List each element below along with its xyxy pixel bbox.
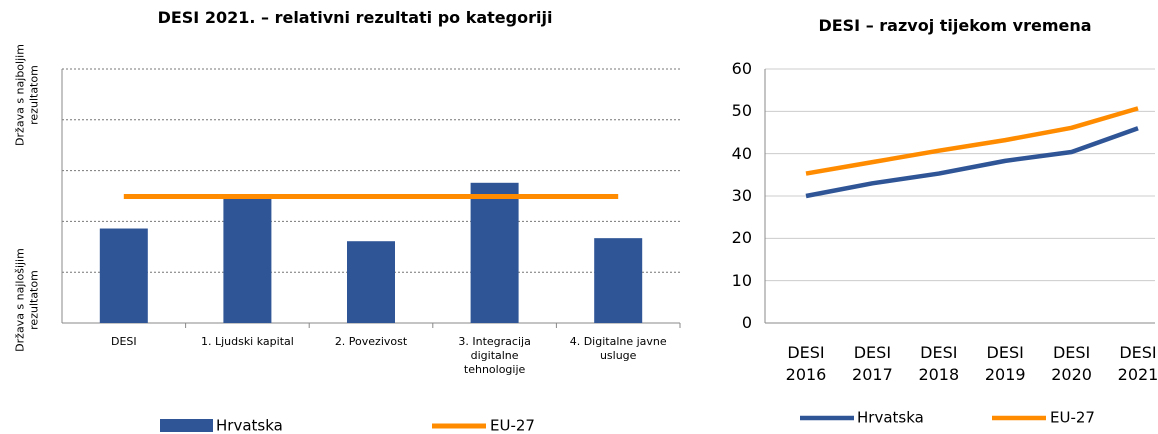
line — [805, 126, 1139, 199]
x-tick-label: DESI — [110, 335, 137, 348]
y-tick-label: 30 — [731, 186, 752, 205]
bar — [594, 238, 643, 323]
line — [805, 106, 1139, 176]
bar — [347, 241, 395, 323]
legend-label: EU-27 — [490, 416, 535, 434]
y-tick-label: 60 — [731, 59, 752, 78]
x-tick-label: DESI 2016 — [785, 343, 827, 384]
x-tick-label: 1. Ljudski kapital — [200, 335, 294, 348]
y-label-top: Država s najboljim rezultatom — [13, 44, 40, 146]
y-tick-label: 0 — [741, 313, 752, 332]
y-tick-label: 50 — [731, 101, 752, 121]
x-tick-label: 4. Digitalne javne usluge — [569, 335, 667, 362]
legend-label: Hrvatska — [216, 416, 283, 434]
legend-swatch — [160, 419, 213, 432]
x-tick-label: DESI 2017 — [852, 343, 893, 384]
chart-title: DESI 2021. – relativni rezultati po kate… — [157, 8, 553, 27]
legend-label: EU-27 — [1050, 408, 1095, 427]
bar — [470, 182, 519, 323]
bar — [223, 197, 272, 323]
x-tick-label: DESI 2019 — [984, 343, 1026, 384]
x-tick-label: DESI 2021 — [1117, 343, 1158, 384]
x-tick-label: 3. Integracija digitalne tehnologije — [458, 335, 531, 376]
y-tick-label: 20 — [731, 228, 752, 248]
x-tick-label: DESI 2020 — [1051, 343, 1092, 384]
y-label-bottom: Država s najlošijim rezultatom — [13, 248, 40, 352]
chart-title: DESI – razvoj tijekom vremena — [818, 16, 1092, 35]
x-tick-label: 2. Povezivost — [334, 335, 408, 348]
x-tick-label: DESI 2018 — [918, 343, 960, 384]
bar — [99, 228, 148, 323]
legend-label: Hrvatska — [857, 408, 924, 427]
y-tick-label: 10 — [731, 270, 752, 290]
y-tick-label: 40 — [731, 143, 752, 163]
